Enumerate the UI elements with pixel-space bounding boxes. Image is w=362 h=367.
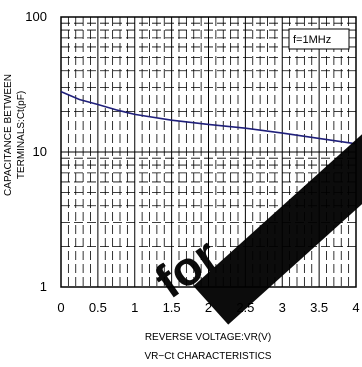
series — [60, 90, 357, 145]
watermark-band — [193, 125, 362, 325]
annotation-box — [288, 28, 350, 50]
x-tick-label: 3.5 — [310, 300, 328, 315]
x-tick-label: 4 — [352, 300, 359, 315]
series-line — [60, 90, 357, 145]
x-tick-label: 2 — [205, 300, 212, 315]
annotation-frequency: f=1MHz — [293, 34, 331, 46]
y-tick-label: 1 — [40, 279, 47, 294]
y-tick-label: 10 — [33, 144, 47, 159]
x-tick-label: 3 — [279, 300, 286, 315]
x-tick-label: 1.5 — [163, 300, 181, 315]
y-axis-label-line1: CAPACITANCE BETWEEN — [3, 74, 14, 196]
y-axis-label-line2: TERMINALS:Ct(pF) — [16, 91, 27, 179]
x-tick-label: 0.5 — [89, 300, 107, 315]
chart-caption: VR−Ct CHARACTERISTICS — [145, 351, 272, 362]
y-tick-label: 100 — [25, 9, 47, 24]
x-tick-label: 0 — [57, 300, 64, 315]
x-axis-label: REVERSE VOLTAGE:VR(V) — [145, 332, 271, 343]
x-tick-label: 1 — [131, 300, 138, 315]
watermark: for — [146, 125, 362, 325]
